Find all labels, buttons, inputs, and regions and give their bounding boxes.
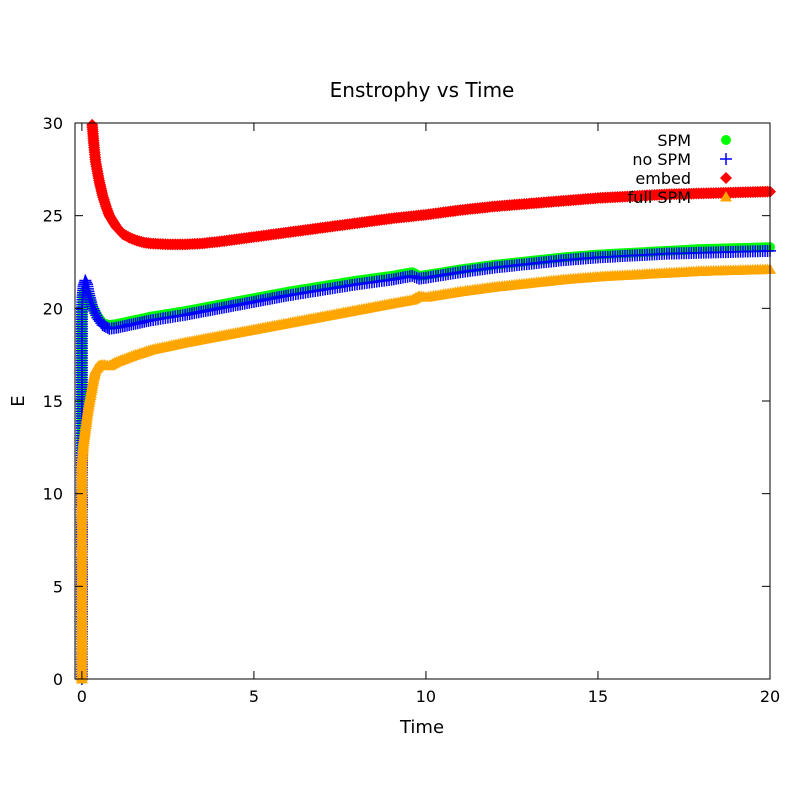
- x-tick-label: 20: [760, 687, 780, 706]
- y-tick-label: 20: [43, 299, 63, 318]
- legend-label: no SPM: [632, 150, 691, 169]
- legend-marker: [720, 153, 732, 165]
- legend-marker: [720, 191, 732, 202]
- series-full-spm: [75, 263, 776, 684]
- y-tick-label: 30: [43, 114, 63, 133]
- legend-marker: [721, 135, 731, 145]
- x-tick-label: 15: [588, 687, 608, 706]
- series-embed: [86, 118, 776, 251]
- x-axis-label: Time: [399, 717, 444, 738]
- x-tick-label: 0: [77, 687, 87, 706]
- y-tick-label: 15: [43, 392, 63, 411]
- legend-label: embed: [635, 169, 691, 188]
- series-layer: [75, 118, 776, 685]
- x-tick-label: 10: [416, 687, 436, 706]
- legend-label: full SPM: [628, 188, 691, 207]
- y-tick-label: 5: [53, 577, 63, 596]
- y-tick-label: 25: [43, 207, 63, 226]
- ticks-layer: 0 5 10 15 20 0 5 10 15 20 25 30: [43, 114, 781, 706]
- y-axis-label: E: [8, 395, 29, 406]
- legend-label: SPM: [657, 131, 691, 150]
- legend-marker: [720, 172, 732, 184]
- x-tick-label: 5: [249, 687, 259, 706]
- y-tick-label: 0: [53, 670, 63, 689]
- series-no-spm: [75, 244, 776, 685]
- series-spm: [76, 242, 775, 684]
- y-tick-label: 10: [43, 485, 63, 504]
- chart-title: Enstrophy vs Time: [330, 78, 515, 102]
